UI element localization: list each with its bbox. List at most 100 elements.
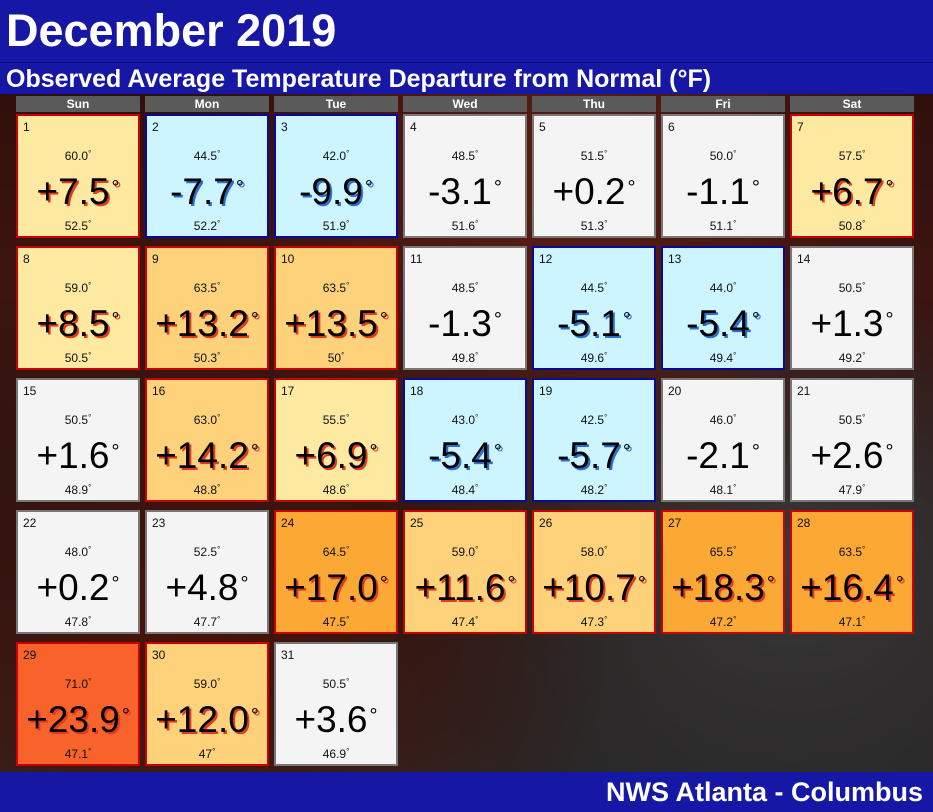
- degree-symbol: °: [627, 177, 636, 199]
- departure-value: +12.0 °: [147, 694, 267, 742]
- normal-temp: 52.2: [147, 219, 267, 233]
- day-cell-8: 8 59.0 +8.5° 50.5: [16, 246, 140, 370]
- weekday-header-sun: Sun: [16, 96, 140, 112]
- degree-symbol: °: [885, 441, 894, 463]
- normal-temp: 47.3: [534, 615, 654, 629]
- degree-symbol: °: [895, 573, 904, 595]
- footer-credit: NWS Atlanta - Columbus: [0, 772, 933, 812]
- degree-symbol: °: [364, 177, 373, 199]
- day-cell-25: 25 59.0 +11.6° 47.4: [403, 510, 527, 634]
- observed-temp: 48.5: [405, 281, 525, 295]
- departure-text: +17.0: [284, 567, 378, 608]
- day-number: 24: [281, 516, 295, 530]
- degree-symbol: °: [250, 441, 259, 463]
- day-cell-20: 20 46.0 -2.1° 48.1: [661, 378, 785, 502]
- departure-text: -5.4: [428, 435, 492, 476]
- normal-temp: 50: [276, 351, 396, 365]
- observed-temp: 50.0: [663, 149, 783, 163]
- departure-text: +13.5: [284, 303, 378, 344]
- day-cell-31: 31 50.5 +3.6° 46.9: [274, 642, 398, 766]
- observed-temp: 48.5: [405, 149, 525, 163]
- degree-symbol: °: [885, 177, 894, 199]
- observed-temp: 65.5: [663, 545, 783, 559]
- departure-text: +0.2: [36, 567, 110, 608]
- departure-text: +0.2: [552, 171, 626, 212]
- degree-symbol: °: [111, 441, 120, 463]
- observed-temp: 63.5: [147, 281, 267, 295]
- departure-text: +12.0: [155, 699, 249, 740]
- departure-value: -7.7 °: [147, 166, 267, 214]
- day-number: 17: [281, 384, 295, 398]
- day-cell-10: 10 63.5 +13.5° 50: [274, 246, 398, 370]
- departure-value: +0.2 °: [534, 166, 654, 214]
- normal-temp: 47.1: [18, 747, 138, 761]
- observed-temp: 50.5: [792, 413, 912, 427]
- weekday-header-mon: Mon: [145, 96, 269, 112]
- day-number: 16: [152, 384, 166, 398]
- departure-value: +1.3 °: [792, 298, 912, 346]
- observed-temp: 58.0: [534, 545, 654, 559]
- degree-symbol: °: [379, 309, 388, 331]
- day-number: 22: [23, 516, 37, 530]
- weekday-header-wed: Wed: [403, 96, 527, 112]
- normal-temp: 48.9: [18, 483, 138, 497]
- departure-text: +1.6: [36, 435, 110, 476]
- departure-value: -3.1 °: [405, 166, 525, 214]
- departure-value: -5.7 °: [534, 430, 654, 478]
- observed-temp: 43.0: [405, 413, 525, 427]
- normal-temp: 48.4: [405, 483, 525, 497]
- day-number: 9: [152, 252, 159, 266]
- day-number: 27: [668, 516, 682, 530]
- observed-temp: 59.0: [18, 281, 138, 295]
- departure-value: +13.5 °: [276, 298, 396, 346]
- departure-value: +23.9 °: [18, 694, 138, 742]
- departure-text: +16.4: [800, 567, 894, 608]
- weekday-header-fri: Fri: [661, 96, 785, 112]
- day-number: 11: [410, 252, 423, 266]
- departure-value: +2.6 °: [792, 430, 912, 478]
- normal-temp: 49.2: [792, 351, 912, 365]
- departure-value: +8.5 °: [18, 298, 138, 346]
- observed-temp: 42.0: [276, 149, 396, 163]
- day-number: 29: [23, 648, 37, 662]
- departure-text: +3.6: [294, 699, 368, 740]
- degree-symbol: °: [885, 309, 894, 331]
- page-title: December 2019: [0, 0, 933, 62]
- normal-temp: 51.1: [663, 219, 783, 233]
- departure-value: +6.9 °: [276, 430, 396, 478]
- observed-temp: 46.0: [663, 413, 783, 427]
- observed-temp: 50.5: [276, 677, 396, 691]
- degree-symbol: °: [121, 705, 130, 727]
- day-number: 10: [281, 252, 295, 266]
- degree-symbol: °: [111, 177, 120, 199]
- normal-temp: 52.5: [18, 219, 138, 233]
- normal-temp: 47.2: [663, 615, 783, 629]
- observed-temp: 57.5: [792, 149, 912, 163]
- departure-value: -2.1 °: [663, 430, 783, 478]
- normal-temp: 49.4: [663, 351, 783, 365]
- departure-value: +7.5 °: [18, 166, 138, 214]
- day-number: 19: [539, 384, 553, 398]
- day-number: 28: [797, 516, 811, 530]
- day-number: 1: [23, 120, 30, 134]
- observed-temp: 44.0: [663, 281, 783, 295]
- departure-text: +1.3: [810, 303, 884, 344]
- departure-text: +14.2: [155, 435, 249, 476]
- degree-symbol: °: [369, 441, 378, 463]
- degree-symbol: °: [235, 177, 244, 199]
- normal-temp: 49.8: [405, 351, 525, 365]
- day-number: 23: [152, 516, 166, 530]
- departure-text: +10.7: [542, 567, 636, 608]
- observed-temp: 48.0: [18, 545, 138, 559]
- departure-value: -9.9 °: [276, 166, 396, 214]
- observed-temp: 59.0: [405, 545, 525, 559]
- day-number: 15: [23, 384, 37, 398]
- day-cell-27: 27 65.5 +18.3° 47.2: [661, 510, 785, 634]
- weekday-header-tue: Tue: [274, 96, 398, 112]
- day-cell-30: 30 59.0 +12.0° 47: [145, 642, 269, 766]
- day-number: 14: [797, 252, 811, 266]
- departure-value: +10.7 °: [534, 562, 654, 610]
- departure-value: +3.6 °: [276, 694, 396, 742]
- chart-subtitle: Observed Average Temperature Departure f…: [0, 62, 933, 94]
- observed-temp: 63.5: [792, 545, 912, 559]
